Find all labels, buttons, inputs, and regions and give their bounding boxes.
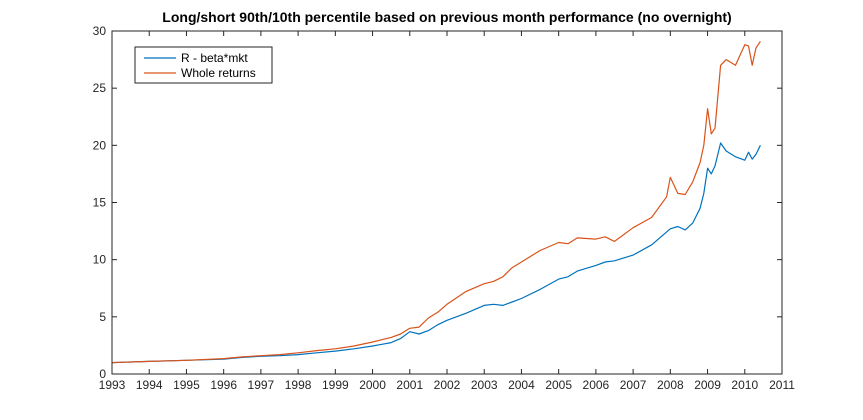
x-tick-label: 1997 xyxy=(248,378,275,392)
x-tick-label: 1999 xyxy=(322,378,349,392)
chart-title: Long/short 90th/10th percentile based on… xyxy=(162,9,731,25)
y-tick-label: 5 xyxy=(99,310,106,324)
x-tick-label: 2000 xyxy=(359,378,386,392)
x-tick-label: 1993 xyxy=(99,378,126,392)
series-line-2 xyxy=(111,40,761,364)
series-layer xyxy=(111,40,761,364)
x-tick-label: 2001 xyxy=(396,378,423,392)
y-tick-label: 30 xyxy=(93,24,107,38)
x-tick-label: 2004 xyxy=(508,378,535,392)
y-tick-label: 0 xyxy=(99,367,106,381)
x-tick-label: 2010 xyxy=(731,378,758,392)
x-tick-label: 2007 xyxy=(620,378,647,392)
x-tick-label: 2008 xyxy=(657,378,684,392)
plot-area xyxy=(112,31,782,374)
legend-label-2: Whole returns xyxy=(181,66,256,80)
x-tick-label: 2005 xyxy=(545,378,572,392)
series-line-1 xyxy=(111,142,761,364)
x-tick-label: 2009 xyxy=(694,378,721,392)
x-tick-label: 2011 xyxy=(769,378,795,392)
y-tick-label: 25 xyxy=(93,81,107,95)
x-tick-label: 1996 xyxy=(210,378,237,392)
x-tick-label: 2003 xyxy=(471,378,498,392)
x-tick-label: 2002 xyxy=(434,378,461,392)
axes-layer: 1993 1994 1995 1996 1997 1998 1999 2000 2001 2002… xyxy=(93,24,796,392)
x-tick-label: 2006 xyxy=(583,378,610,392)
legend-box xyxy=(134,46,273,84)
x-tick-label: 1998 xyxy=(285,378,312,392)
x-tick-label: 1995 xyxy=(173,378,200,392)
y-tick-label: 20 xyxy=(93,138,107,152)
legend-label-1: R - beta*mkt xyxy=(181,51,248,65)
x-tick-label: 1994 xyxy=(136,378,163,392)
y-tick-label: 10 xyxy=(93,253,107,267)
y-tick-label: 15 xyxy=(93,196,107,210)
